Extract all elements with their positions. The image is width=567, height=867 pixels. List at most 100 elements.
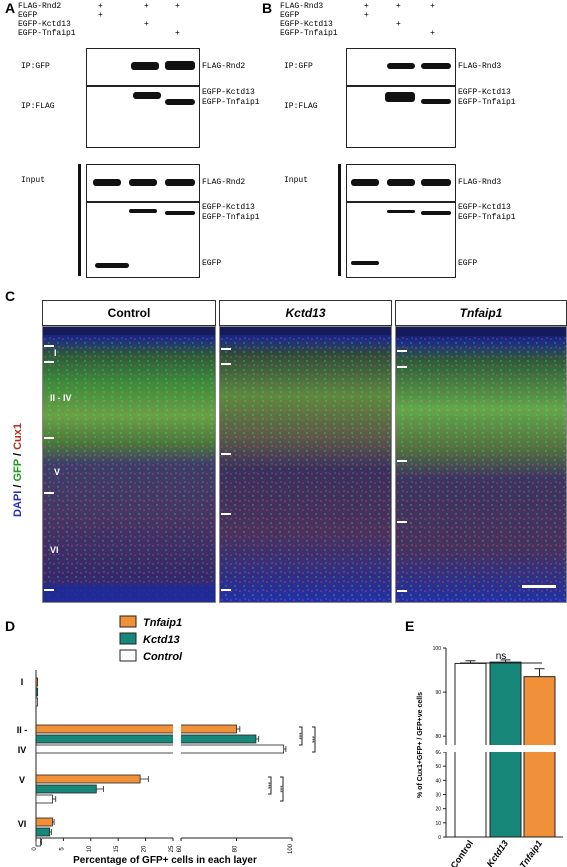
y-tick-label: 60 [435, 750, 441, 756]
layer-tick [221, 363, 231, 365]
band-label-input-top: FLAG-Rnd3 [458, 178, 502, 187]
x-tick-label: 80 [233, 845, 239, 852]
y-tick-label: 40 [435, 778, 441, 784]
layer-tick [44, 589, 54, 591]
mark: + [430, 2, 435, 11]
blot-input-top [86, 164, 200, 202]
band [93, 179, 121, 186]
band [421, 179, 451, 186]
blot-ip-flag [346, 86, 456, 148]
stain-gfp: GFP [12, 459, 24, 482]
category-label-kctd13: Kctd13 [485, 838, 510, 867]
layer-tick [44, 492, 54, 494]
mark: + [175, 29, 180, 38]
band-label-input-top: FLAG-Rnd2 [202, 178, 246, 187]
band-label-input-2: EGFP-Tnfaip1 [458, 213, 516, 222]
sig-v-outer-bracket [280, 776, 284, 802]
y-tick-label: 20 [435, 807, 441, 813]
panel-b-letter: B [262, 0, 273, 16]
bar-kctd13-1 [35, 734, 257, 744]
legend-swatch-control [119, 649, 137, 662]
ip-gfp-label: IP:GFP [284, 62, 313, 71]
micrograph-kctd13-image [220, 327, 391, 602]
sig-ii-iv-inner-stars: *** [295, 732, 301, 740]
band-label-ip-flag-2: EGFP-Tnfaip1 [458, 98, 516, 107]
y-tick-label: 0 [438, 835, 441, 841]
band [385, 92, 415, 102]
layer-tick [221, 348, 231, 350]
category-label: II - [17, 725, 28, 735]
axis-break-gap [440, 745, 567, 752]
legend-swatch-kctd13 [119, 632, 137, 645]
panel-b-cond-3: EGFP-Kctd13 [280, 20, 333, 29]
bar-kctd13-2 [35, 784, 97, 794]
panel-b-cond-4: EGFP-Tnfaip1 [280, 29, 338, 38]
blot-input-top [346, 164, 456, 202]
band [387, 179, 415, 186]
mark: + [430, 29, 435, 38]
panel-e-letter: E [405, 618, 415, 634]
header-kctd13: Kctd13 [219, 300, 392, 326]
band [95, 263, 129, 268]
input-bracket [78, 164, 81, 276]
layer-tick [397, 590, 407, 592]
bar-kctd13-0 [35, 687, 39, 697]
panel-c-letter: C [5, 288, 16, 304]
bar-control-1 [35, 744, 285, 754]
input-bracket [338, 164, 341, 276]
blot-input-bottom [346, 202, 456, 278]
legend-label-kctd13: Kctd13 [143, 634, 180, 646]
blot-input-bottom [86, 202, 200, 278]
layer-tick [221, 589, 231, 591]
micrograph-tnfaip1 [395, 326, 567, 603]
input-label: Input [284, 176, 309, 185]
x-tick-label: 100 [288, 843, 294, 854]
category-label: V [19, 775, 25, 785]
micrograph-control [42, 326, 216, 603]
mark: + [144, 2, 149, 11]
category-label: IV [18, 745, 27, 755]
panel-a-letter: A [5, 0, 16, 16]
layer-label-i: I [54, 348, 57, 358]
chart-d: Tnfaip1 Kctd13 Control I II - IV V VI 0 5 10 15 20 25… [17, 615, 316, 866]
ip-flag-label: IP:FLAG [284, 102, 318, 111]
y-tick-label: 90 [435, 690, 441, 696]
band-label-ip-flag-2: EGFP-Tnfaip1 [202, 98, 260, 107]
x-axis-title: Percentage of GFP+ cells in each layer [73, 855, 257, 866]
panel-a-cond-3: EGFP-Kctd13 [18, 20, 71, 29]
stain-dapi: DAPI [12, 490, 24, 517]
band-label-ip-gfp: FLAG-Rnd2 [202, 62, 246, 71]
y-tick-label: 100 [433, 646, 442, 652]
y-tick-label: 30 [435, 793, 441, 799]
panel-b-cond-1: FLAG-Rnd3 [280, 2, 324, 11]
layer-tick [397, 460, 407, 462]
band [133, 92, 161, 99]
blot-ip-gfp [86, 48, 200, 86]
sig-v-inner-stars: *** [264, 782, 270, 790]
band [421, 63, 451, 69]
ip-flag-label: IP:FLAG [21, 102, 55, 111]
band [387, 63, 415, 69]
category-label-control: Control [449, 838, 476, 867]
category-label-tnfaip1: Tnfaip1 [518, 838, 545, 867]
bar-tnfaip1-1 [35, 724, 237, 734]
mark: + [98, 11, 103, 20]
bar-kctd13-3 [35, 827, 51, 837]
chart-e: % of Cux1+GFP+ / GFP+ve cells 0 10 20 30 40 50… [417, 646, 567, 867]
x-tick-label: 15 [114, 845, 120, 852]
y-tick-label: 10 [435, 821, 441, 827]
band-label-input-1: EGFP-Kctd13 [202, 203, 255, 212]
scale-bar [522, 585, 556, 588]
panel-a: FLAG-Rnd2 EGFP EGFP-Kctd13 EGFP-Tnfaip1 … [18, 0, 268, 280]
x-tick-label: 10 [87, 845, 93, 852]
micrograph-kctd13 [219, 326, 392, 603]
band [351, 261, 379, 265]
header-control: Control [42, 300, 216, 326]
band [421, 99, 451, 104]
band [131, 62, 159, 70]
band-label-ip-gfp: FLAG-Rnd3 [458, 62, 502, 71]
header-tnfaip1: Tnfaip1 [395, 300, 567, 326]
x-tick-label: 60 [177, 845, 183, 852]
sig-v-outer-stars: *** [276, 785, 282, 793]
bar-tnfaip1-0 [35, 677, 39, 687]
